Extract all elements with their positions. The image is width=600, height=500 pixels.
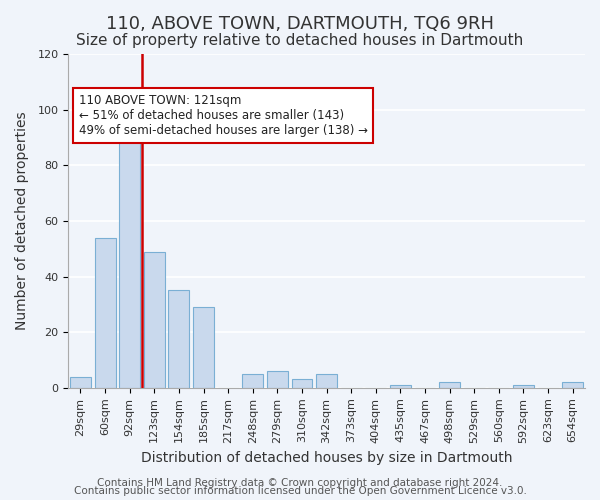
- Bar: [292, 380, 313, 388]
- Text: 110, ABOVE TOWN, DARTMOUTH, TQ6 9RH: 110, ABOVE TOWN, DARTMOUTH, TQ6 9RH: [106, 15, 494, 33]
- Bar: [267, 371, 288, 388]
- Bar: [144, 252, 165, 388]
- Bar: [562, 382, 583, 388]
- Bar: [70, 376, 91, 388]
- X-axis label: Distribution of detached houses by size in Dartmouth: Distribution of detached houses by size …: [141, 451, 512, 465]
- Bar: [242, 374, 263, 388]
- Text: 110 ABOVE TOWN: 121sqm
← 51% of detached houses are smaller (143)
49% of semi-de: 110 ABOVE TOWN: 121sqm ← 51% of detached…: [79, 94, 368, 137]
- Bar: [439, 382, 460, 388]
- Bar: [95, 238, 116, 388]
- Text: Contains public sector information licensed under the Open Government Licence v3: Contains public sector information licen…: [74, 486, 526, 496]
- Bar: [513, 385, 534, 388]
- Bar: [316, 374, 337, 388]
- Y-axis label: Number of detached properties: Number of detached properties: [15, 112, 29, 330]
- Text: Size of property relative to detached houses in Dartmouth: Size of property relative to detached ho…: [76, 32, 524, 48]
- Text: Contains HM Land Registry data © Crown copyright and database right 2024.: Contains HM Land Registry data © Crown c…: [97, 478, 503, 488]
- Bar: [193, 307, 214, 388]
- Bar: [390, 385, 411, 388]
- Bar: [119, 138, 140, 388]
- Bar: [169, 290, 190, 388]
